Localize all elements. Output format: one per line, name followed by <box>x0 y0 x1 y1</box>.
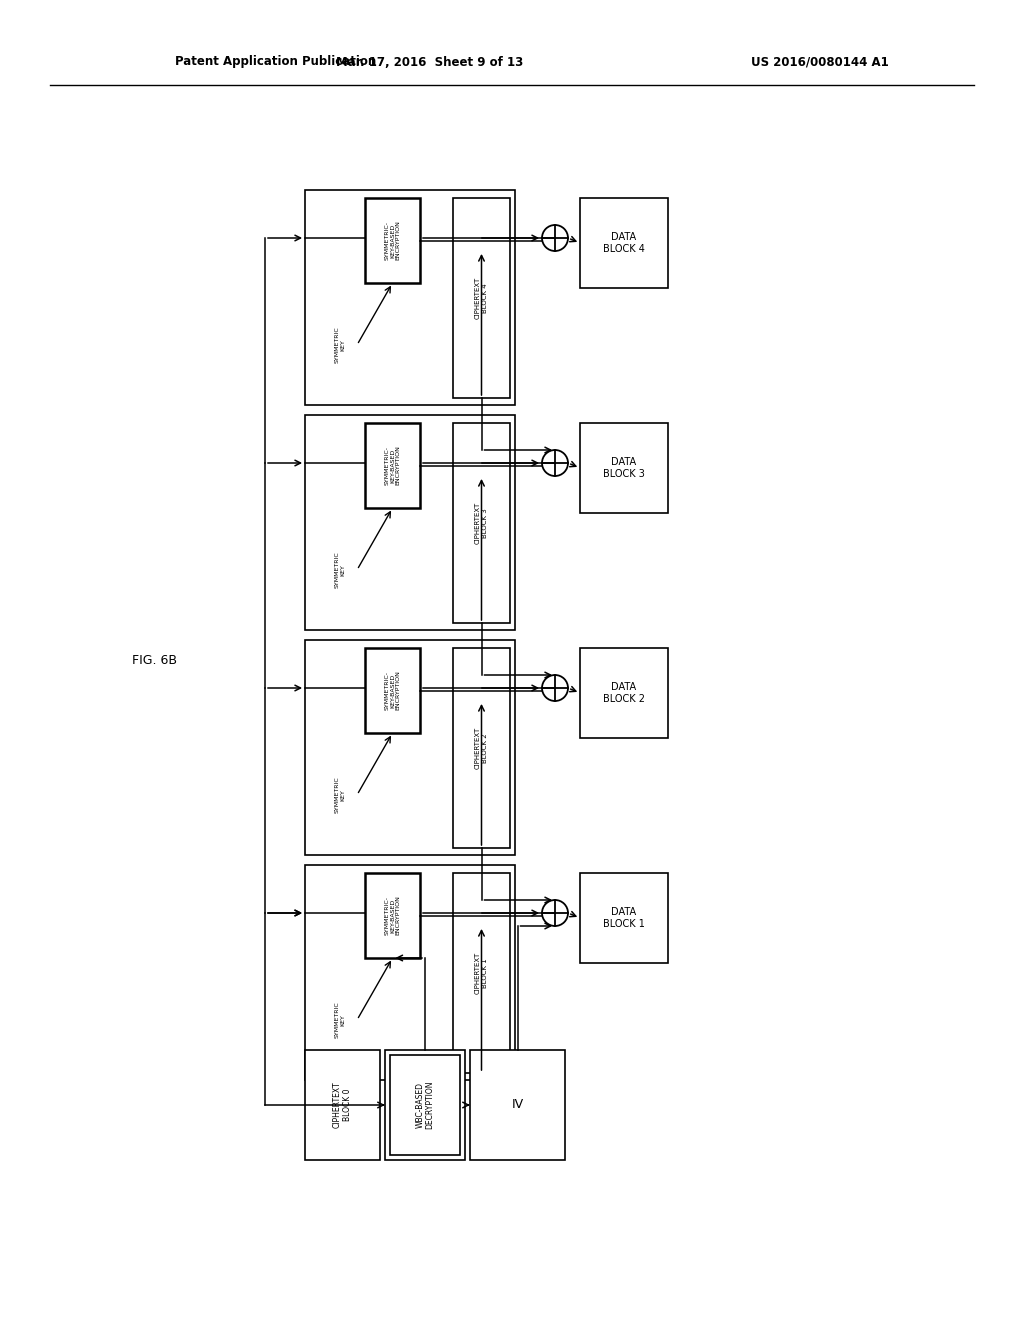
Bar <box>453 873 510 1073</box>
Bar <box>305 865 515 1080</box>
Text: SYMMETRIC-
KEY-BASED
ENCRYPTION: SYMMETRIC- KEY-BASED ENCRYPTION <box>384 220 400 260</box>
Bar <box>390 1055 460 1155</box>
Bar <box>580 422 668 513</box>
Bar <box>365 648 420 733</box>
Bar <box>305 1049 380 1160</box>
Text: SYMMETRIC-
KEY-BASED
ENCRYPTION: SYMMETRIC- KEY-BASED ENCRYPTION <box>384 446 400 486</box>
Text: CIPHERTEXT
BLOCK 4: CIPHERTEXT BLOCK 4 <box>475 277 488 319</box>
Text: DATA
BLOCK 1: DATA BLOCK 1 <box>603 907 645 929</box>
Bar <box>365 422 420 508</box>
Text: CIPHERTEXT
BLOCK 3: CIPHERTEXT BLOCK 3 <box>475 502 488 544</box>
Text: SYMMETRIC
KEY: SYMMETRIC KEY <box>335 552 345 589</box>
Text: IV: IV <box>511 1098 523 1111</box>
Text: SYMMETRIC-
KEY-BASED
ENCRYPTION: SYMMETRIC- KEY-BASED ENCRYPTION <box>384 671 400 710</box>
Text: Patent Application Publication: Patent Application Publication <box>175 55 376 69</box>
Text: WBC-BASED
DECRYPTION: WBC-BASED DECRYPTION <box>416 1081 435 1129</box>
Text: SYMMETRIC-
KEY-BASED
ENCRYPTION: SYMMETRIC- KEY-BASED ENCRYPTION <box>384 895 400 936</box>
Bar <box>305 640 515 855</box>
Bar <box>580 873 668 964</box>
Bar <box>580 648 668 738</box>
Bar <box>385 1049 465 1160</box>
Bar <box>305 414 515 630</box>
Text: SYMMETRIC
KEY: SYMMETRIC KEY <box>335 776 345 813</box>
Bar <box>453 422 510 623</box>
Bar <box>365 198 420 282</box>
Bar <box>453 198 510 399</box>
Bar <box>580 198 668 288</box>
Text: SYMMETRIC
KEY: SYMMETRIC KEY <box>335 326 345 363</box>
Text: DATA
BLOCK 4: DATA BLOCK 4 <box>603 232 645 253</box>
Text: SYMMETRIC
KEY: SYMMETRIC KEY <box>335 1002 345 1039</box>
Text: DATA
BLOCK 2: DATA BLOCK 2 <box>603 682 645 704</box>
Text: US 2016/0080144 A1: US 2016/0080144 A1 <box>752 55 889 69</box>
Bar <box>453 648 510 847</box>
Text: CIPHERTEXT
BLOCK 2: CIPHERTEXT BLOCK 2 <box>475 727 488 770</box>
Bar <box>470 1049 565 1160</box>
Bar <box>305 190 515 405</box>
Text: Mar. 17, 2016  Sheet 9 of 13: Mar. 17, 2016 Sheet 9 of 13 <box>336 55 523 69</box>
Text: CIPHERTEXT
BLOCK 1: CIPHERTEXT BLOCK 1 <box>475 952 488 994</box>
Text: DATA
BLOCK 3: DATA BLOCK 3 <box>603 457 645 479</box>
Text: FIG. 6B: FIG. 6B <box>132 653 177 667</box>
Text: CIPHERTEXT
BLOCK 0: CIPHERTEXT BLOCK 0 <box>333 1081 352 1129</box>
Bar <box>365 873 420 958</box>
